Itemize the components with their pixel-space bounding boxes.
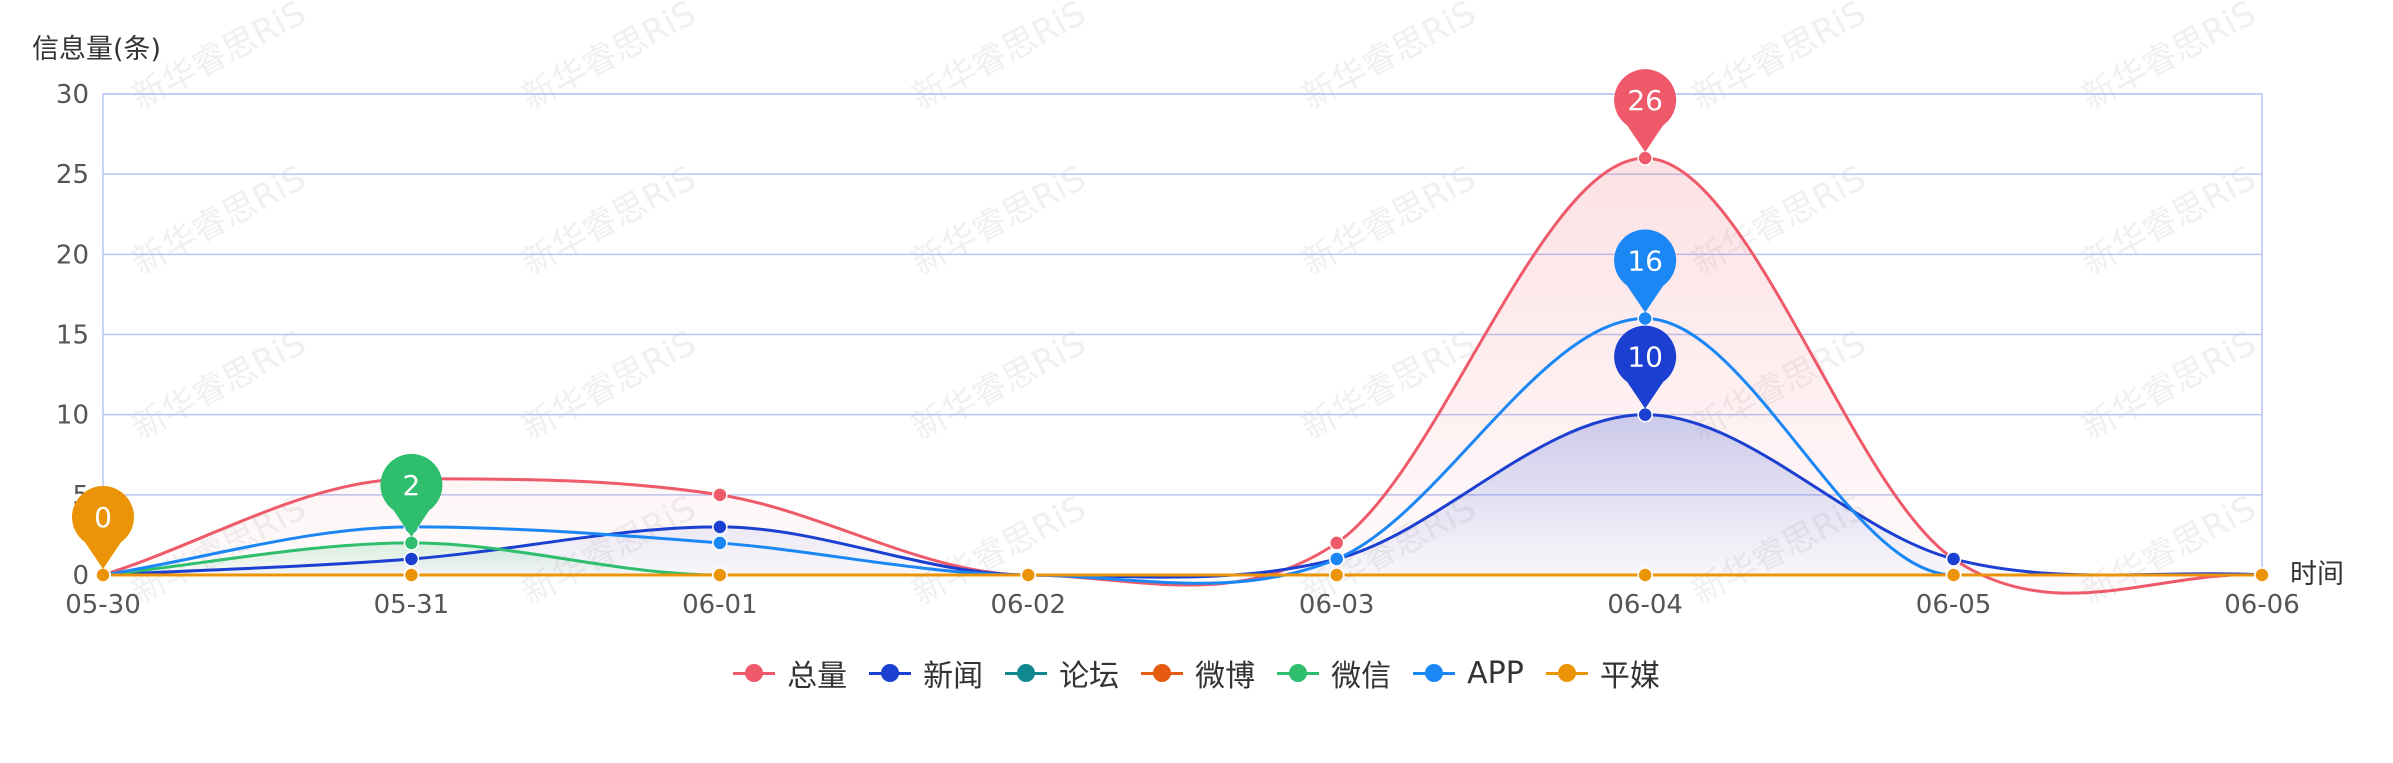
watermark-text: 新华睿思RiS: [515, 158, 702, 283]
legend-label: 微博: [1195, 659, 1256, 694]
data-point: [1945, 567, 1962, 583]
x-tick-label: 06-05: [1916, 590, 1992, 620]
watermark-text: 新华睿思RiS: [905, 158, 1092, 283]
data-point: [1637, 406, 1653, 423]
watermark-text: 新华睿思RiS: [515, 323, 702, 448]
watermark-text: 新华睿思RiS: [125, 323, 312, 448]
marker-label: 0: [94, 501, 112, 534]
y-tick-label: 20: [56, 240, 89, 270]
legend-label: 平媒: [1599, 659, 1660, 694]
data-point: [95, 567, 111, 583]
data-point: [1945, 551, 1962, 567]
x-tick-label: 06-03: [1299, 590, 1375, 620]
legend-label: 微信: [1331, 659, 1392, 694]
legend-label: 总量: [787, 659, 848, 694]
data-point: [403, 567, 420, 583]
x-tick-label: 06-06: [2224, 590, 2300, 620]
watermark-text: 新华睿思RiS: [2075, 0, 2262, 118]
watermark-text: 新华睿思RiS: [1685, 0, 1872, 118]
legend-item[interactable]: 平媒: [1545, 651, 1660, 695]
data-point: [1328, 567, 1345, 583]
marker-pin: [1614, 229, 1677, 313]
marker-label: 26: [1627, 84, 1663, 117]
data-point: [1020, 567, 1037, 583]
x-tick-label: 06-02: [991, 590, 1067, 620]
legend-item[interactable]: APP: [1413, 656, 1524, 691]
watermark-text: 新华睿思RiS: [125, 158, 312, 283]
legend-label: APP: [1467, 655, 1524, 691]
watermark-text: 新华睿思RiS: [515, 0, 702, 118]
legend-swatch: [869, 663, 912, 683]
legend-label: 新闻: [923, 659, 984, 694]
max-marker: 26: [1614, 69, 1677, 153]
watermark-text: 新华睿思RiS: [905, 0, 1092, 118]
watermark-text: 新华睿思RiS: [1295, 158, 1482, 283]
x-tick-label: 06-04: [1607, 590, 1683, 620]
marker-label: 2: [403, 469, 421, 502]
data-point: [712, 567, 728, 583]
x-axis-label: 时间: [2290, 559, 2344, 590]
legend-item[interactable]: 微博: [1141, 651, 1255, 695]
legend-item[interactable]: 微信: [1277, 651, 1391, 695]
legend-swatch: [1005, 663, 1048, 683]
data-point: [1637, 567, 1653, 583]
data-point: [712, 535, 728, 551]
data-point: [403, 535, 420, 551]
watermark-text: 新华睿思RiS: [2075, 323, 2262, 448]
legend-swatch: [1141, 663, 1184, 683]
y-tick-label: 15: [56, 321, 89, 351]
series-line: [102, 316, 2262, 585]
y-tick-label: 0: [72, 561, 89, 591]
legend-swatch: [1277, 663, 1320, 683]
legend-swatch: [1545, 663, 1588, 683]
data-point: [1328, 551, 1345, 567]
max-marker: 2: [380, 453, 443, 537]
data-point: [1637, 150, 1653, 166]
marker-pin: [71, 486, 134, 569]
watermark-text: 新华睿思RiS: [1295, 0, 1482, 118]
legend-label: 论坛: [1059, 659, 1120, 694]
watermark-text: 新华睿思RiS: [2075, 158, 2262, 283]
max-marker: 0: [71, 486, 134, 569]
series-area: [103, 542, 2262, 575]
legend-item[interactable]: 新闻: [869, 651, 983, 695]
legend-swatch: [1413, 663, 1456, 683]
marker-pin: [1614, 69, 1677, 153]
max-marker: 10: [1614, 325, 1677, 409]
y-tick-label: 25: [56, 160, 89, 190]
marker-pin: [380, 453, 443, 537]
chart-legend: 总量 新闻 论坛 微博 微信 APP 平媒: [0, 648, 2393, 698]
y-tick-label: 10: [56, 401, 89, 431]
watermark-text: 新华睿思RiS: [905, 323, 1092, 448]
marker-label: 10: [1627, 341, 1663, 374]
legend-item[interactable]: 论坛: [1005, 651, 1119, 695]
marker-label: 16: [1627, 244, 1663, 277]
data-point: [2254, 567, 2270, 583]
data-point: [1637, 310, 1653, 327]
x-tick-label: 05-31: [374, 590, 450, 620]
y-tick-label: 30: [56, 80, 89, 110]
marker-pin: [1614, 325, 1677, 409]
y-axis-label: 信息量(条): [32, 34, 161, 65]
data-point: [712, 487, 728, 503]
data-point: [712, 519, 728, 535]
data-point: [403, 551, 420, 567]
legend-item[interactable]: 总量: [733, 651, 847, 695]
x-tick-label: 05-30: [65, 590, 141, 620]
x-tick-label: 06-01: [682, 590, 758, 620]
data-point: [1328, 535, 1345, 551]
max-marker: 16: [1614, 229, 1677, 313]
legend-swatch: [733, 663, 776, 683]
